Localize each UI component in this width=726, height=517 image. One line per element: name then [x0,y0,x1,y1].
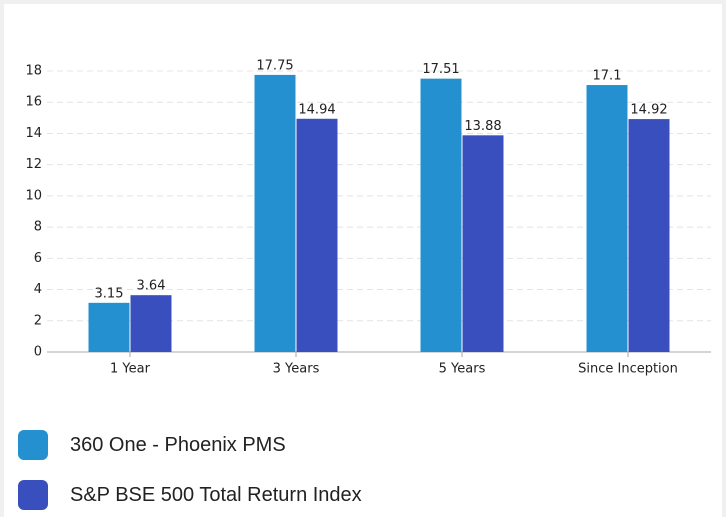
value-label: 13.88 [464,119,501,134]
legend-swatch [18,430,48,460]
value-label: 14.92 [630,103,667,118]
value-label: 3.15 [95,286,124,301]
bar [254,74,296,353]
y-tick-label: 12 [25,157,42,172]
x-tick-label: Since Inception [578,362,678,377]
value-label: 17.75 [256,58,293,73]
value-label: 17.1 [593,69,622,84]
bar [586,85,628,353]
value-label: 3.64 [137,279,166,294]
y-tick-label: 0 [34,345,42,360]
legend-item[interactable]: 360 One - Phoenix PMS [18,430,286,460]
bar [462,135,504,352]
legend-item[interactable]: S&P BSE 500 Total Return Index [18,480,362,510]
value-label: 14.94 [298,102,335,117]
y-tick-label: 4 [34,282,42,297]
x-tick-label: 1 Year [110,362,151,377]
bar [88,302,130,352]
chart: 0 2 4 6 8 10 12 14 16 18 1 Year 3.15 3.64 3 Years 17.7… [25,58,711,377]
x-tick-label: 5 Years [439,362,486,377]
y-tick-label: 6 [34,251,42,266]
y-tick-label: 8 [34,220,42,235]
bar [296,118,338,353]
x-tick-label: 3 Years [273,362,320,377]
y-tick-label: 18 [25,64,42,79]
bar [628,119,670,353]
y-tick-label: 2 [34,313,42,328]
bar [130,295,172,352]
chart-card: 0 2 4 6 8 10 12 14 16 18 1 Year 3.15 3.64 3 Years 17.7… [4,4,722,517]
legend-swatch [18,480,48,510]
y-tick-label: 14 [25,126,42,141]
y-tick-label: 16 [25,95,42,110]
bar [420,78,462,352]
y-tick-label: 10 [25,188,42,203]
legend-label: S&P BSE 500 Total Return Index [70,483,362,506]
legend-label: 360 One - Phoenix PMS [70,433,286,456]
value-label: 17.51 [422,62,459,77]
